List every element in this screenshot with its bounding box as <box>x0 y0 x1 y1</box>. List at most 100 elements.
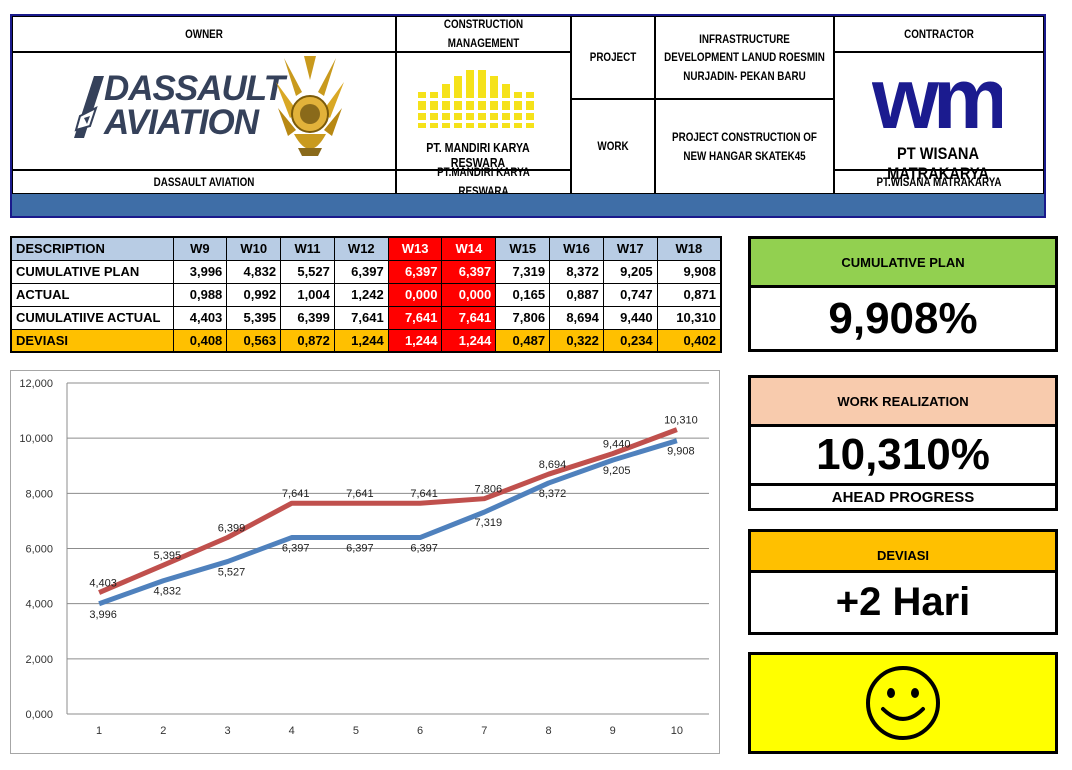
row-label: CUMULATIVE PLAN <box>10 259 174 284</box>
data-label: 6,397 <box>282 543 310 555</box>
contractor-label-cell <box>834 16 1044 52</box>
work-value: PROJECT CONSTRUCTION OF NEW HANGAR SKATE… <box>672 129 817 163</box>
table-header-cell: W18 <box>656 236 722 261</box>
table-cell: 9,908 <box>656 259 722 284</box>
project-header: OWNER DASSAULT AVIATION CONSTRUCTION MAN… <box>10 14 1046 218</box>
dassault-logo-line1: DASSAULT <box>104 69 285 108</box>
table-header-cell: W10 <box>226 236 282 261</box>
smiley-icon <box>866 666 940 740</box>
table-cell: 7,641 <box>333 305 389 330</box>
table-row-deviasi: DEVIASI 0,408 0,563 0,872 1,244 1,244 1,… <box>10 328 722 353</box>
x-tick-label: 5 <box>353 725 359 737</box>
x-tick-label: 9 <box>610 725 616 737</box>
x-tick-label: 3 <box>224 725 230 737</box>
table-cell: 7,641 <box>387 305 443 330</box>
x-tick-label: 7 <box>481 725 487 737</box>
table-cell: 0,402 <box>656 328 722 353</box>
data-label: 6,397 <box>346 543 374 555</box>
table-cell: 0,563 <box>226 328 282 353</box>
dassault-logo-text: DASSAULT AVIATION <box>104 69 285 140</box>
contractor-name-cell <box>834 170 1044 194</box>
table-cell: 6,399 <box>280 305 335 330</box>
table-cell: 8,372 <box>549 259 604 284</box>
mkr-logo-icon <box>418 70 538 128</box>
work-label: WORK <box>597 139 629 154</box>
x-tick-label: 2 <box>160 725 166 737</box>
x-tick-label: 1 <box>96 725 102 737</box>
cm-name-cell <box>396 170 571 194</box>
project-value-cell <box>655 16 834 99</box>
y-tick-label: 10,000 <box>19 433 53 445</box>
table-cell: 0,000 <box>387 282 443 307</box>
table-cell: 7,641 <box>441 305 497 330</box>
table-cell: 6,397 <box>333 259 389 284</box>
table-cell: 4,832 <box>226 259 282 284</box>
data-label: 7,641 <box>282 488 310 500</box>
owner-label: OWNER <box>185 26 223 41</box>
table-header-cell: W11 <box>280 236 335 261</box>
series-line <box>98 427 678 595</box>
cm-label-cell <box>396 16 571 52</box>
table-header-row: DESCRIPTION W9 W10 W11 W12 W13 W14 W15 W… <box>10 236 722 261</box>
data-label: 9,908 <box>667 446 695 458</box>
progress-chart-svg: 0,000 2,000 4,000 6,000 8,000 10,000 12,000 1 2 3… <box>19 378 709 737</box>
table-cell: 9,205 <box>602 259 658 284</box>
header-band <box>12 194 1044 216</box>
table-cell: 1,004 <box>280 282 335 307</box>
wmk-logo-name: PT WISANA MATRAKARYA <box>887 144 989 183</box>
table-cell: 9,440 <box>602 305 658 330</box>
realization-panel-value: 10,310% <box>748 424 1058 486</box>
table-header-cell: W12 <box>333 236 389 261</box>
table-cell: 0,408 <box>172 328 228 353</box>
table-cell: 8,694 <box>549 305 604 330</box>
data-label: 7,319 <box>475 517 503 529</box>
data-label: 6,397 <box>410 543 438 555</box>
table-cell: 1,242 <box>333 282 389 307</box>
y-tick-label: 8,000 <box>25 488 53 500</box>
table-cell: 0,747 <box>602 282 658 307</box>
table-cell: 6,397 <box>387 259 443 284</box>
table-cell: 0,871 <box>656 282 722 307</box>
owner-name: DASSAULT AVIATION <box>153 174 255 189</box>
air-force-emblem-icon <box>276 56 344 156</box>
owner-logo-cell <box>12 52 396 170</box>
data-label: 6,399 <box>218 522 246 534</box>
table-header-cell: W14 <box>441 236 497 261</box>
table-header-cell: W16 <box>549 236 604 261</box>
table-cell: 1,244 <box>441 328 497 353</box>
table-row: CUMULATIVE PLAN 3,996 4,832 5,527 6,397 … <box>10 259 722 284</box>
plan-panel-label: CUMULATIVE PLAN <box>748 236 1058 288</box>
table-row: CUMULATIIVE ACTUAL 4,403 5,395 6,399 7,6… <box>10 305 722 330</box>
data-label: 5,395 <box>154 550 182 562</box>
x-tick-label: 8 <box>545 725 551 737</box>
table-cell: 4,403 <box>172 305 228 330</box>
data-label: 9,205 <box>603 465 631 477</box>
progress-table: DESCRIPTION W9 W10 W11 W12 W13 W14 W15 W… <box>10 236 722 353</box>
data-label: 10,310 <box>664 415 698 427</box>
table-cell: 7,319 <box>495 259 551 284</box>
owner-label-cell <box>12 16 396 52</box>
table-cell: 1,244 <box>333 328 389 353</box>
project-label-cell <box>571 16 655 99</box>
table-cell: 5,395 <box>226 305 282 330</box>
status-panel <box>748 652 1058 754</box>
row-label: CUMULATIIVE ACTUAL <box>10 305 174 330</box>
data-label: 4,403 <box>89 578 117 590</box>
realization-status: AHEAD PROGRESS <box>748 483 1058 511</box>
project-label: PROJECT <box>589 50 637 65</box>
data-label: 3,996 <box>89 609 117 621</box>
data-label: 9,440 <box>603 439 631 451</box>
table-cell: 0,872 <box>280 328 335 353</box>
cm-name: PT.MANDIRI KARYA RESWARA <box>437 165 530 198</box>
contractor-logo-cell <box>834 52 1044 170</box>
table-header-cell: W9 <box>172 236 228 261</box>
data-label: 4,832 <box>154 586 182 598</box>
table-header-cell: W15 <box>495 236 551 261</box>
contractor-label: CONTRACTOR <box>904 26 974 41</box>
cm-label: CONSTRUCTION MANAGEMENT <box>443 17 524 50</box>
work-value-cell <box>655 99 834 194</box>
series-line <box>98 438 678 607</box>
table-cell: 0,165 <box>495 282 551 307</box>
y-tick-label: 0,000 <box>25 709 53 721</box>
row-label: DEVIASI <box>10 328 174 353</box>
